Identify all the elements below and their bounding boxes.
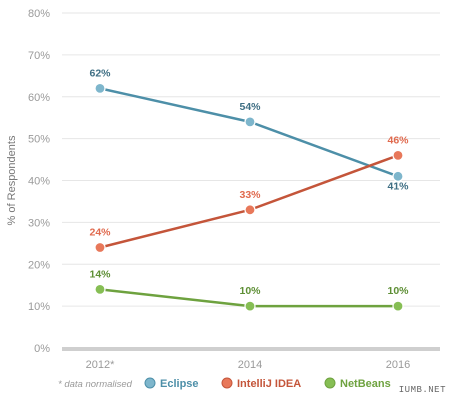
series-group: 62% 54% 41% 24% 33% 46% 14% 10% 10% [89, 67, 409, 312]
legend-marker [324, 377, 336, 389]
y-tick-label: 0% [34, 343, 50, 355]
y-tick-label: 60% [28, 92, 50, 104]
legend-label: NetBeans [340, 378, 391, 390]
series-netbeans: 14% 10% 10% [89, 268, 409, 312]
legend-marker [144, 377, 156, 389]
y-tick-label: 20% [28, 259, 50, 271]
data-point [244, 204, 256, 216]
data-label: 33% [239, 189, 261, 201]
data-label: 46% [387, 134, 409, 146]
y-tick-label: 10% [28, 301, 50, 313]
data-label: 62% [89, 67, 111, 79]
legend-marker [221, 377, 233, 389]
y-tick-label: 80% [28, 8, 50, 20]
data-point [392, 300, 404, 312]
data-point [94, 241, 106, 254]
footnote: * data normalised [58, 379, 133, 390]
data-label: 14% [89, 268, 111, 280]
y-tick-label: 50% [28, 134, 50, 146]
series-line [99, 154, 399, 249]
x-axis: 2012* 2014 2016 [62, 347, 440, 371]
data-label: 10% [387, 285, 409, 297]
data-point [94, 283, 106, 295]
data-point [392, 170, 404, 182]
y-tick-label: 40% [28, 176, 50, 188]
series-eclipse: 62% 54% 41% [89, 67, 409, 192]
x-tick-label: 2014 [238, 359, 262, 371]
data-label: 54% [239, 101, 261, 113]
legend-label: Eclipse [160, 378, 199, 390]
gridlines [62, 12, 440, 349]
legend: Eclipse IntelliJ IDEA NetBeans [144, 377, 391, 390]
y-tick-label: 70% [28, 50, 50, 62]
data-label: 41% [387, 180, 409, 192]
y-tick-label: 30% [28, 217, 50, 229]
data-point [392, 149, 404, 161]
data-point [244, 300, 256, 312]
legend-label: IntelliJ IDEA [237, 378, 301, 390]
data-label: 24% [89, 227, 111, 239]
x-tick-label: 2016 [386, 359, 410, 371]
y-axis-ticks: 0% 10% 20% 30% 40% 50% 60% 70% 80% [28, 8, 50, 355]
data-point [94, 82, 106, 94]
y-axis-label: % of Respondents [6, 135, 18, 225]
data-point [244, 116, 256, 128]
x-axis-line [62, 347, 440, 351]
series-intellij-idea: 24% 33% 46% [89, 134, 409, 254]
watermark: IUMB.NET [399, 385, 446, 395]
data-label: 10% [239, 285, 261, 297]
x-tick-label: 2012* [86, 359, 115, 371]
